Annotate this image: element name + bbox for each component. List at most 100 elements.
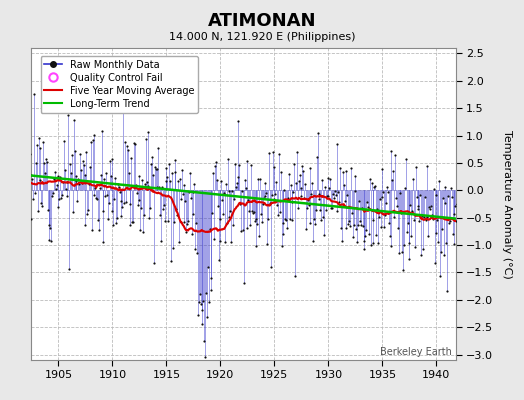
Point bbox=[436, 272, 444, 279]
Point bbox=[96, 185, 104, 191]
Point bbox=[152, 184, 161, 190]
Point bbox=[339, 169, 347, 175]
Point bbox=[121, 139, 129, 145]
Point bbox=[359, 238, 368, 244]
Point bbox=[53, 173, 62, 179]
Point bbox=[144, 129, 152, 136]
Point bbox=[293, 149, 301, 156]
Point bbox=[365, 230, 373, 237]
Point bbox=[407, 233, 416, 239]
Point bbox=[321, 184, 329, 190]
Point bbox=[169, 219, 178, 226]
Point bbox=[411, 244, 419, 251]
Point bbox=[258, 219, 266, 226]
Point bbox=[253, 220, 261, 227]
Point bbox=[309, 238, 318, 244]
Point bbox=[68, 152, 76, 158]
Point bbox=[446, 184, 455, 191]
Point bbox=[167, 257, 175, 264]
Point bbox=[278, 220, 287, 227]
Point bbox=[238, 187, 246, 194]
Point bbox=[263, 240, 271, 247]
Point bbox=[220, 190, 228, 196]
Point bbox=[274, 211, 282, 218]
Point bbox=[54, 204, 63, 210]
Point bbox=[180, 182, 189, 188]
Point bbox=[214, 257, 223, 263]
Point bbox=[130, 140, 138, 146]
Point bbox=[216, 216, 225, 222]
Point bbox=[352, 225, 361, 232]
Point bbox=[256, 176, 264, 182]
Point bbox=[355, 198, 363, 204]
Point bbox=[32, 142, 41, 148]
Point bbox=[39, 139, 47, 146]
Point bbox=[190, 181, 199, 187]
Point bbox=[447, 194, 456, 200]
Point bbox=[442, 240, 451, 246]
Point bbox=[288, 216, 297, 223]
Point bbox=[115, 184, 123, 190]
Point bbox=[347, 210, 356, 216]
Point bbox=[168, 170, 176, 176]
Point bbox=[298, 163, 307, 169]
Point bbox=[183, 221, 191, 228]
Point bbox=[35, 135, 43, 141]
Point bbox=[138, 176, 146, 183]
Point bbox=[416, 192, 424, 198]
Point bbox=[233, 180, 241, 186]
Point bbox=[125, 200, 134, 207]
Point bbox=[297, 185, 305, 191]
Point bbox=[63, 179, 72, 186]
Point bbox=[71, 178, 80, 185]
Point bbox=[324, 174, 333, 181]
Point bbox=[409, 176, 417, 182]
Point bbox=[80, 162, 88, 168]
Point bbox=[386, 242, 395, 249]
Point bbox=[86, 138, 95, 145]
Point bbox=[35, 177, 43, 183]
Point bbox=[241, 177, 249, 184]
Point bbox=[48, 193, 57, 199]
Point bbox=[172, 205, 181, 212]
Point bbox=[134, 202, 142, 208]
Point bbox=[347, 164, 355, 171]
Point bbox=[394, 224, 402, 231]
Point bbox=[257, 210, 265, 217]
Point bbox=[354, 222, 362, 228]
Point bbox=[405, 240, 413, 246]
Point bbox=[206, 287, 215, 293]
Point bbox=[413, 206, 422, 212]
Point bbox=[29, 196, 37, 202]
Point bbox=[105, 158, 114, 164]
Point bbox=[215, 238, 224, 245]
Point bbox=[226, 208, 235, 214]
Point bbox=[52, 182, 61, 188]
Point bbox=[440, 252, 448, 258]
Point bbox=[322, 207, 330, 213]
Point bbox=[118, 204, 126, 210]
Point bbox=[424, 232, 432, 239]
Point bbox=[162, 165, 171, 172]
Point bbox=[382, 200, 390, 206]
Point bbox=[334, 189, 343, 195]
Point bbox=[395, 250, 403, 256]
Point bbox=[357, 222, 365, 228]
Point bbox=[123, 143, 131, 150]
Point bbox=[396, 208, 405, 214]
Point bbox=[265, 150, 273, 157]
Point bbox=[119, 95, 127, 102]
Point bbox=[134, 173, 143, 180]
Point bbox=[379, 189, 388, 195]
Point bbox=[360, 246, 368, 253]
Point bbox=[73, 197, 82, 204]
Point bbox=[366, 176, 374, 182]
Point bbox=[25, 220, 33, 227]
Point bbox=[308, 180, 316, 186]
Point bbox=[70, 116, 78, 123]
Point bbox=[223, 156, 232, 162]
Point bbox=[127, 155, 136, 161]
Point bbox=[244, 197, 253, 203]
Point bbox=[314, 196, 323, 202]
Point bbox=[188, 231, 196, 237]
